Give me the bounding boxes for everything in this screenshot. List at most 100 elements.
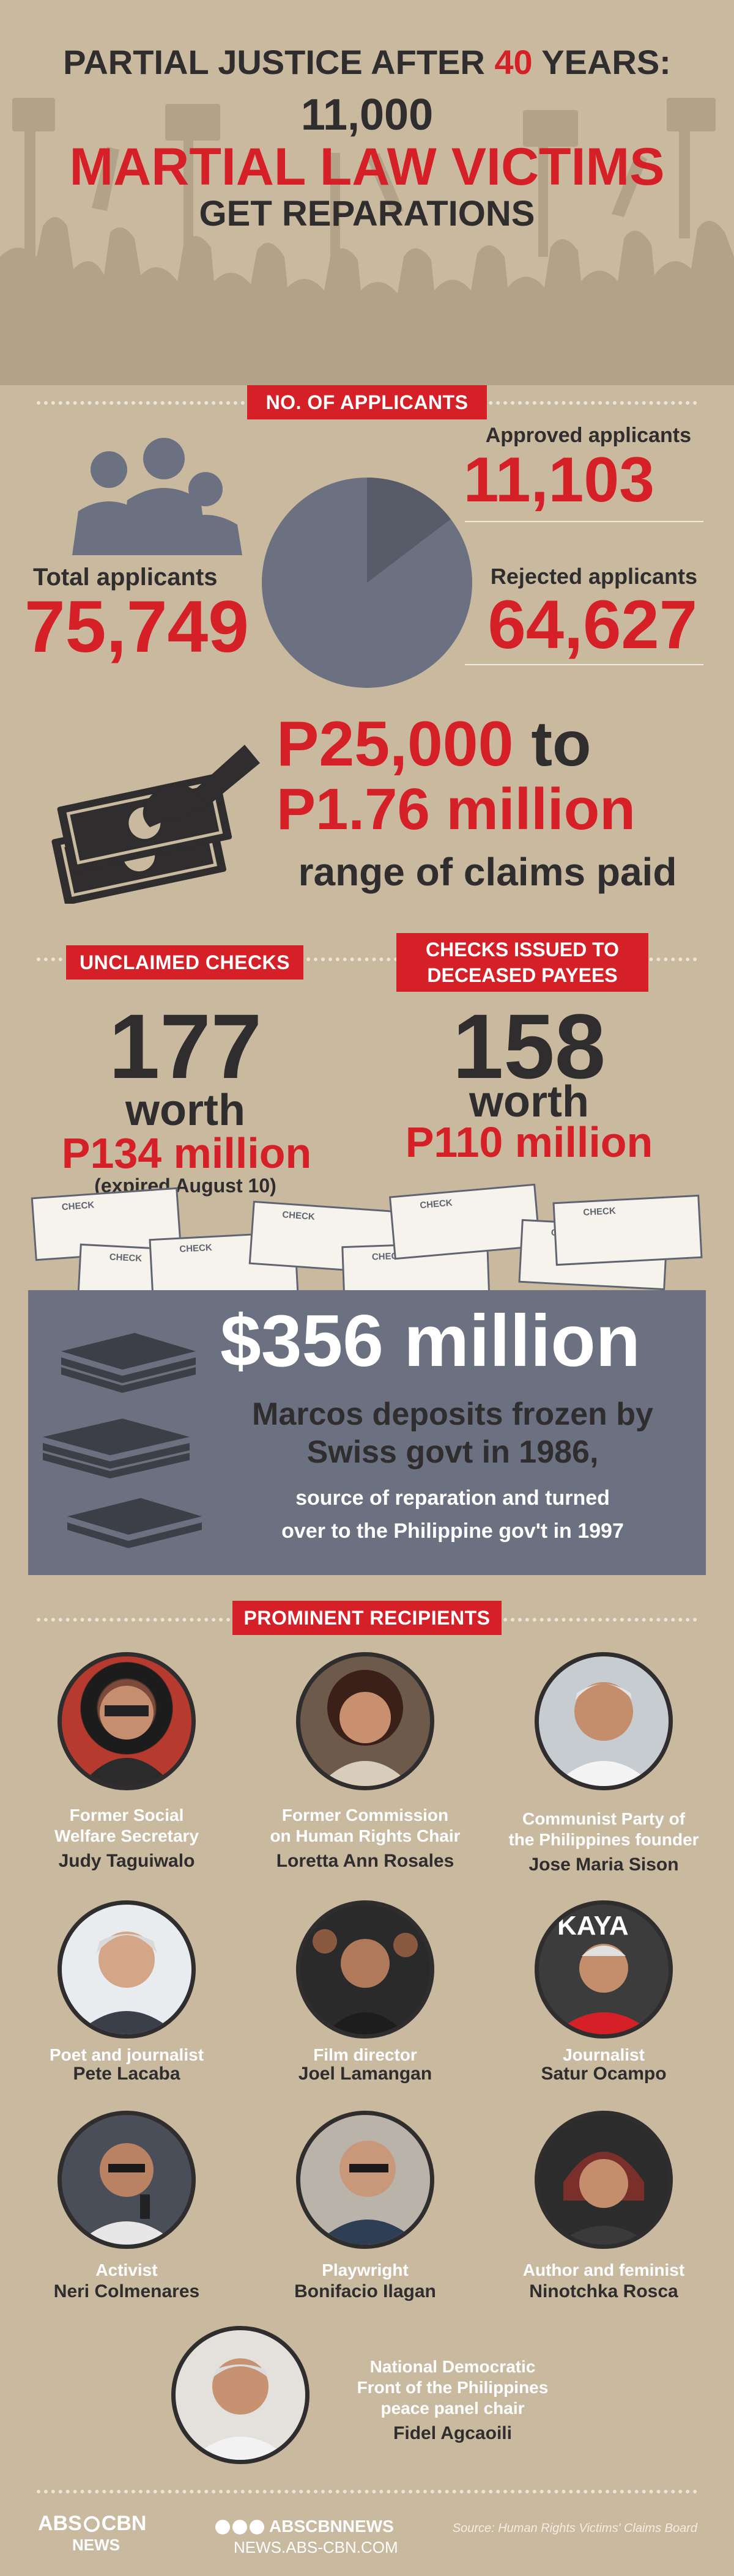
recipient-10-title2: Front of the Philippines <box>357 2378 549 2397</box>
recipient-6-name: Satur Ocampo <box>541 2064 667 2084</box>
recipient-1-title2: Welfare Secretary <box>54 1826 199 1845</box>
portrait-loretta-ann-rosales <box>296 1652 434 1790</box>
check-graphic-label: CHECK <box>109 1252 143 1264</box>
claims-low: P25,000 <box>276 709 514 780</box>
check-graphic-label: CHECK <box>419 1197 453 1211</box>
approved-label: Approved applicants <box>485 424 691 447</box>
deceased-worth: worth <box>469 1077 589 1126</box>
unclaimed-worth: worth <box>125 1086 245 1135</box>
logo-cbn: CBN <box>101 2512 147 2535</box>
headline-years: 40 <box>494 43 533 81</box>
money-stack-icons <box>43 1333 202 1548</box>
recipient-1-name: Judy Taguiwalo <box>58 1851 195 1871</box>
headline-line2: 11,000 <box>300 90 434 139</box>
deposit-line3: source of reparation and turned <box>295 1486 610 1510</box>
unclaimed-count: 177 <box>108 995 262 1098</box>
headline-line1-a: PARTIAL JUSTICE AFTER <box>63 43 495 81</box>
people-group-icon <box>72 438 242 555</box>
recipient-5-name: Joel Lamangan <box>298 2064 432 2084</box>
headline-line1: PARTIAL JUSTICE AFTER 40 YEARS: <box>0 43 734 82</box>
recipient-10-name: Fidel Agcaoili <box>393 2423 512 2443</box>
tag-recipients: PROMINENT RECIPIENTS <box>232 1601 502 1635</box>
check-graphic-label: CHECK <box>179 1242 213 1255</box>
portrait-judy-taguiwalo <box>57 1652 196 1790</box>
recipient-4-name: Pete Lacaba <box>73 2064 180 2084</box>
check-graphic-label: CHECK <box>61 1200 95 1213</box>
recipient-10-title1: National Democratic <box>369 2357 536 2376</box>
logo-abs: ABS <box>38 2512 82 2535</box>
recipient-3-title2: the Philippines founder <box>508 1830 699 1849</box>
approved-underline <box>465 521 703 522</box>
check-graphic-label: CHECK <box>582 1205 617 1218</box>
deceased-count: 158 <box>452 995 606 1098</box>
instagram-icon[interactable] <box>250 2520 264 2534</box>
recipient-5-title1: Film director <box>313 2045 417 2064</box>
deposit-line2: Swiss govt in 1986, <box>306 1434 599 1470</box>
unclaimed-amount: P134 million <box>61 1129 312 1177</box>
recipient-3-name: Jose Maria Sison <box>528 1854 679 1875</box>
tag-deceased-line1: CHECKS ISSUED TO <box>426 939 619 961</box>
facebook-icon[interactable] <box>215 2520 230 2534</box>
portrait-ninotchka-rosca <box>535 2111 673 2249</box>
approved-value: 11,103 <box>463 445 654 515</box>
portrait-fidel-agcaoili <box>171 2326 310 2464</box>
headline-line1-b: YEARS: <box>532 43 671 81</box>
tag-applicants: NO. OF APPLICANTS <box>247 385 487 419</box>
recipient-7-name: Neri Colmenares <box>53 2281 200 2301</box>
portrait-bonifacio-ilagan <box>296 2111 434 2249</box>
deposit-amount: $356 million <box>220 1300 640 1382</box>
portrait-joel-lamangan <box>296 1900 434 2039</box>
abscbn-logo: ABS CBN NEWS <box>38 2512 160 2561</box>
headline-line3: MARTIAL LAW VICTIMS <box>69 138 665 196</box>
portrait-neri-colmenares <box>57 2111 196 2249</box>
source-credit: Source: Human Rights Victims' Claims Boa… <box>452 2522 697 2535</box>
deposit-line1: Marcos deposits frozen by <box>252 1397 653 1432</box>
recipient-1-title1: Former Social <box>69 1806 184 1825</box>
pie-approved-slice <box>367 478 451 583</box>
protest-crowd-silhouette <box>0 98 734 385</box>
social-handle[interactable]: ABSCBNNEWS <box>269 2517 394 2536</box>
rejected-value: 64,627 <box>487 586 697 663</box>
divider-footer <box>37 2490 697 2493</box>
logo-news: NEWS <box>72 2536 120 2554</box>
photo-banner-text: KAYA <box>557 1911 629 1941</box>
check-graphic-label: CHECK <box>281 1209 316 1222</box>
divider-checks <box>37 958 697 961</box>
tag-deceased-line2: DECEASED PAYEES <box>427 964 618 986</box>
twitter-icon[interactable] <box>232 2520 247 2534</box>
total-label: Total applicants <box>33 564 218 591</box>
total-value: 75,749 <box>24 586 250 668</box>
recipient-9-name: Ninotchka Rosca <box>529 2281 678 2301</box>
claims-range-line1: P25,000 to <box>276 710 717 778</box>
recipient-2-title1: Former Commission <box>281 1806 449 1825</box>
site-url[interactable]: NEWS.ABS-CBN.COM <box>234 2538 398 2556</box>
recipient-10-title3: peace panel chair <box>380 2399 525 2418</box>
recipient-8-name: Bonifacio Ilagan <box>294 2281 436 2301</box>
recipient-9-title1: Author and feminist <box>522 2260 685 2279</box>
social-row: ABSCBNNEWS <box>215 2514 394 2539</box>
recipient-8-title1: Playwright <box>322 2260 409 2279</box>
recipient-4-title1: Poet and journalist <box>49 2045 204 2064</box>
tag-deceased-payees: CHECKS ISSUED TO DECEASED PAYEES <box>396 933 648 992</box>
rejected-underline <box>465 664 703 665</box>
recipient-3-title1: Communist Party of <box>522 1809 686 1828</box>
money-hand-icon <box>51 745 260 904</box>
claims-to: to <box>513 709 591 780</box>
headline-line4: GET REPARATIONS <box>199 194 535 234</box>
rejected-label: Rejected applicants <box>490 564 697 589</box>
recipient-7-title1: Activist <box>95 2260 158 2279</box>
tag-unclaimed-checks: UNCLAIMED CHECKS <box>66 945 303 980</box>
check-graphic: CHECK <box>552 1194 703 1266</box>
portrait-satur-ocampo: KAYA <box>535 1900 673 2039</box>
applicants-pie <box>262 478 472 688</box>
portrait-pete-lacaba <box>57 1900 196 2039</box>
recipient-2-name: Loretta Ann Rosales <box>276 1851 454 1871</box>
claims-caption: range of claims paid <box>298 850 677 894</box>
logo-ring-icon <box>83 2516 100 2532</box>
check-graphic: CHECK <box>388 1183 541 1260</box>
portrait-jose-maria-sison <box>535 1652 673 1790</box>
deposit-line4: over to the Philippine gov't in 1997 <box>281 1519 624 1543</box>
deceased-amount: P110 million <box>405 1118 653 1166</box>
claims-high: P1.76 million <box>276 777 636 842</box>
